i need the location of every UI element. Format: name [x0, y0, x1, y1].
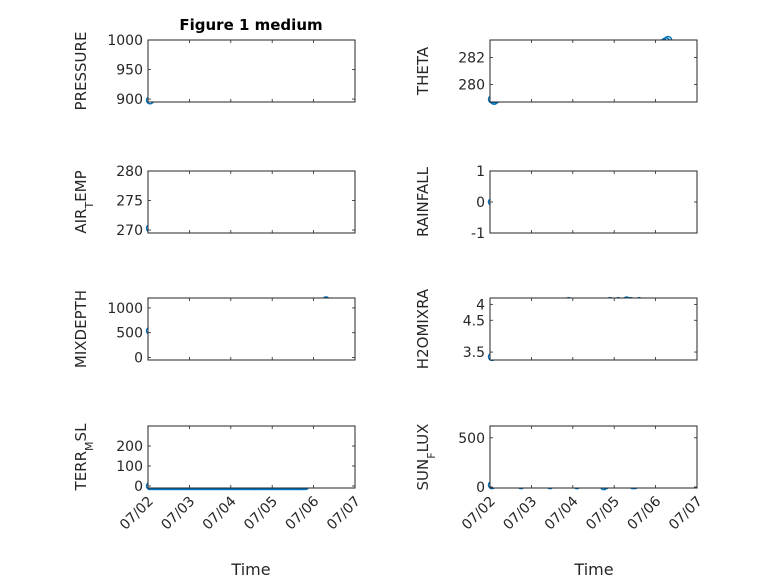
y-axis-label-subscript: F: [425, 452, 438, 458]
axes-5: 0 500 1000 MIXDEPTH: [72, 290, 356, 368]
axes-1: 900 950 1000 PRESSURE: [72, 32, 356, 111]
y-tick-label: 280: [116, 164, 143, 180]
axes-frame: [147, 297, 356, 361]
y-axis-label-subscript: M: [83, 441, 96, 451]
y-tick-label: -1: [471, 226, 485, 242]
y-axis-label-main: AIR: [72, 209, 90, 234]
x-axis-label-left: Time: [230, 560, 270, 579]
y-tick-label: 3.5: [463, 345, 485, 361]
axes-frame: [147, 170, 356, 234]
y-axis-label: TERRMSL: [72, 423, 96, 492]
axes-frame: [147, 39, 356, 103]
axes-3: 270 275 280 AIRTEMP: [72, 164, 356, 239]
y-axis-label: AIRTEMP: [72, 170, 96, 233]
y-axis-label-main: SUN: [414, 459, 432, 491]
y-axis-label: MIXDEPTH: [72, 290, 90, 368]
y-axis-label: SUNFLUX: [414, 424, 438, 491]
y-tick-label: 500: [116, 326, 143, 342]
y-tick-label: 0: [134, 351, 143, 367]
y-tick-label: 280: [458, 77, 485, 93]
y-axis-label-main: RAINFALL: [414, 166, 432, 237]
axes-6: 3.5 4.54 H2OMIXRA: [414, 288, 698, 369]
y-axis-label-rest: LUX: [414, 424, 432, 453]
y-axis-label-subscript: T: [83, 202, 96, 210]
axes-4: -1 0 1 RAINFALL: [414, 164, 698, 242]
y-tick-label: 4.5: [463, 313, 485, 329]
y-axis-label-main: THETA: [414, 46, 432, 96]
y-tick-label: 282: [458, 51, 485, 67]
y-tick-label: 1000: [107, 33, 143, 49]
y-axis-label: H2OMIXRA: [414, 288, 432, 369]
axes-frame: [489, 170, 698, 234]
y-axis-label-rest: SL: [72, 423, 90, 442]
y-tick-label: 4: [476, 297, 485, 313]
axes-frame: [489, 425, 698, 489]
y-axis-label-main: H2OMIXRA: [414, 288, 432, 369]
y-tick-label: 270: [116, 223, 143, 239]
y-tick-label: 950: [116, 63, 143, 79]
y-tick-label: 1000: [107, 301, 143, 317]
axes-frame: [489, 297, 698, 361]
y-tick-label: 0: [134, 479, 143, 495]
figure-title: Figure 1 medium: [179, 16, 322, 34]
y-tick-label: 100: [116, 459, 143, 475]
y-axis-label: THETA: [414, 46, 432, 96]
y-tick-label: 0: [476, 480, 485, 496]
axes-frame: [147, 425, 356, 489]
y-axis-label-rest: EMP: [72, 170, 90, 201]
axes-frame: [489, 39, 698, 103]
x-axis-label-right: Time: [573, 560, 613, 579]
y-tick-label: 200: [116, 439, 143, 455]
y-axis-label-main: TERR: [72, 451, 90, 492]
y-axis-label-main: MIXDEPTH: [72, 290, 90, 368]
y-tick-label: 900: [116, 92, 143, 108]
y-tick-label: 1: [476, 164, 485, 180]
y-axis-label: PRESSURE: [72, 32, 90, 111]
y-tick-label: 275: [116, 194, 143, 210]
y-axis-label-main: PRESSURE: [72, 32, 90, 111]
y-axis-label: RAINFALL: [414, 166, 432, 237]
y-tick-label: 500: [458, 431, 485, 447]
axes-2: 280 282 THETA: [414, 35, 698, 105]
y-tick-label: 0: [476, 195, 485, 211]
